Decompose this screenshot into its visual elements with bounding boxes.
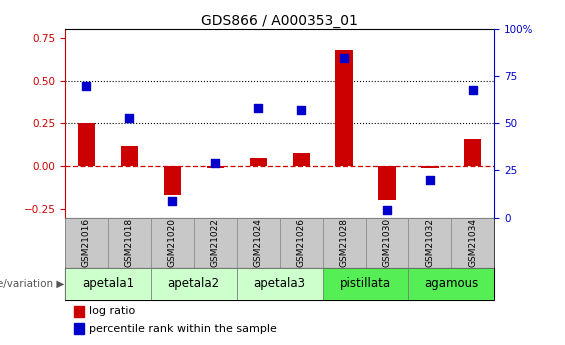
Text: apetala2: apetala2	[168, 277, 220, 290]
Bar	[451, 218, 494, 267]
Text: GSM21022: GSM21022	[211, 218, 220, 267]
Bar	[194, 218, 237, 267]
Point	[297, 108, 306, 113]
Bar	[379, 166, 395, 200]
Text: GSM21032: GSM21032	[425, 218, 434, 267]
Text: apetala1: apetala1	[82, 277, 134, 290]
Point	[82, 83, 91, 89]
Bar	[408, 218, 451, 267]
Bar	[250, 158, 267, 166]
Bar	[73, 323, 84, 334]
Bar	[73, 306, 84, 317]
Bar	[293, 152, 310, 166]
Text: GSM21018: GSM21018	[125, 218, 134, 267]
Title: GDS866 / A000353_01: GDS866 / A000353_01	[201, 14, 358, 28]
Text: GSM21026: GSM21026	[297, 218, 306, 267]
Bar	[65, 267, 151, 300]
Bar	[164, 166, 181, 195]
Point	[468, 87, 477, 92]
Bar	[280, 218, 323, 267]
Point	[254, 106, 263, 111]
Text: percentile rank within the sample: percentile rank within the sample	[89, 324, 276, 334]
Bar	[65, 218, 108, 267]
Point	[125, 115, 134, 120]
Text: GSM21016: GSM21016	[82, 218, 91, 267]
Point	[425, 177, 434, 183]
Bar	[121, 146, 138, 166]
Point	[211, 160, 220, 166]
Point	[168, 198, 177, 203]
Text: genotype/variation ▶: genotype/variation ▶	[0, 279, 64, 289]
Text: pistillata: pistillata	[340, 277, 391, 290]
Text: GSM21020: GSM21020	[168, 218, 177, 267]
Text: agamous: agamous	[424, 277, 479, 290]
Bar	[207, 166, 224, 168]
Point	[340, 55, 349, 60]
Text: apetala3: apetala3	[254, 277, 306, 290]
Bar	[151, 267, 237, 300]
Bar	[464, 139, 481, 166]
Bar	[237, 267, 323, 300]
Bar	[151, 218, 194, 267]
Bar	[108, 218, 151, 267]
Bar	[237, 218, 280, 267]
Bar	[366, 218, 408, 267]
Text: log ratio: log ratio	[89, 306, 135, 316]
Bar	[408, 267, 494, 300]
Bar	[421, 166, 438, 168]
Text: GSM21028: GSM21028	[340, 218, 349, 267]
Bar	[78, 124, 95, 166]
Point	[383, 207, 392, 213]
Text: GSM21034: GSM21034	[468, 218, 477, 267]
Text: GSM21030: GSM21030	[383, 218, 392, 267]
Text: GSM21024: GSM21024	[254, 218, 263, 267]
Bar	[323, 218, 366, 267]
Bar	[323, 267, 408, 300]
Bar	[336, 50, 353, 166]
